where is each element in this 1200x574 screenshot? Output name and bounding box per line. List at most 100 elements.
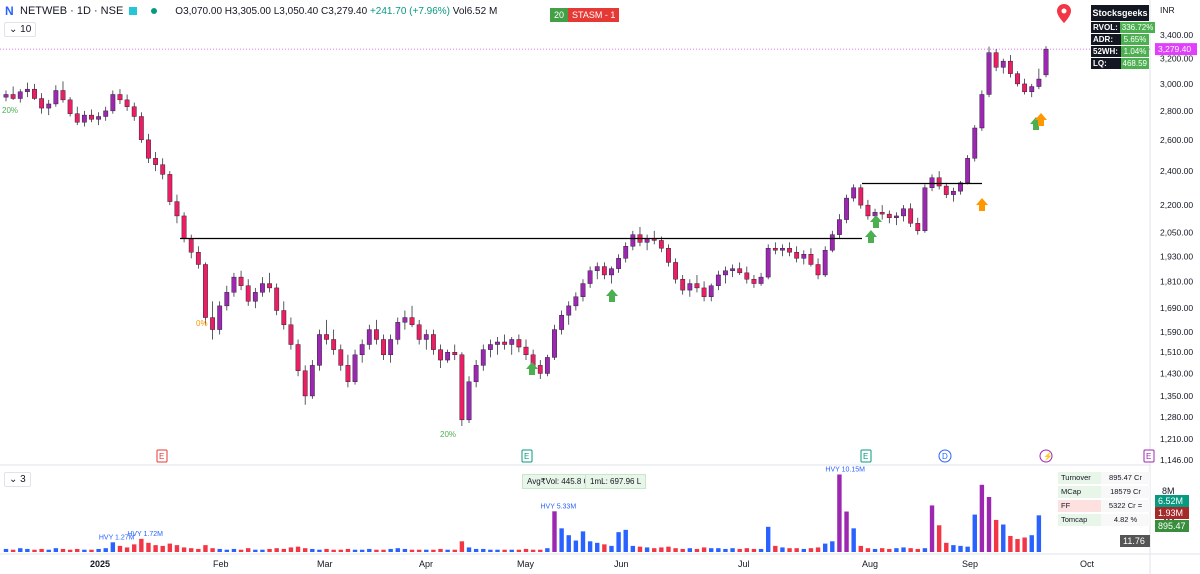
candle-body [388, 339, 394, 356]
indicator-toggle[interactable]: ⌄ 10 [4, 22, 37, 37]
volume-bar [160, 545, 165, 552]
volume-bar [431, 549, 436, 552]
volume-bar [1008, 535, 1013, 552]
volume-bar [196, 548, 201, 552]
volume-bar [139, 538, 144, 552]
price-tick-label: 2,200.00 [1160, 200, 1193, 210]
candle-body [765, 248, 771, 278]
volume-bar [1029, 535, 1034, 552]
location-pin-dot [1061, 8, 1067, 14]
candle-body [829, 234, 835, 251]
low-value: L3,050.40 [273, 5, 319, 17]
volume-bar [673, 548, 678, 552]
candle-body [801, 254, 807, 259]
volume-annotation: HVY 5.33M [540, 503, 576, 510]
event-marker-label: D [942, 452, 948, 461]
candle-body [487, 344, 493, 350]
breakout-arrow-icon [1030, 117, 1042, 130]
candle-body [423, 334, 429, 340]
volume-bar [217, 548, 222, 552]
volume-bar [709, 548, 714, 552]
candle-body [117, 94, 123, 101]
volume-bar [153, 545, 158, 552]
candle-body [416, 324, 422, 340]
candle-body [480, 349, 486, 366]
volume-bar [60, 548, 66, 552]
earnings-marker-icon [156, 449, 168, 463]
breakout-arrow-icon [1035, 113, 1047, 126]
candle-body [167, 174, 173, 202]
time-tick-label: Feb [213, 559, 229, 569]
volume-bar [858, 545, 863, 552]
volume-bar [794, 548, 799, 552]
volume-tag [1155, 507, 1189, 519]
volume-bar [359, 549, 365, 552]
candle-body [274, 287, 280, 311]
candle-body [438, 349, 443, 361]
candle-body [395, 322, 401, 340]
candle-body [708, 285, 714, 297]
breakout-arrow-icon [976, 198, 988, 211]
price-tick-label: 1,590.00 [1160, 327, 1193, 337]
volume-annotation: HVY 10.15M [825, 466, 865, 473]
volume-bar [352, 549, 358, 552]
event-marker-label: E [159, 452, 164, 461]
candle-body [495, 341, 500, 345]
volume-bar [274, 548, 279, 552]
volume-pane-toggle[interactable]: ⌄ 3 [4, 472, 31, 487]
change-value: +241.70 (+7.96%) [369, 5, 451, 17]
symbol-label[interactable]: NETWEB · 1D · NSE [20, 5, 124, 17]
candle-body [901, 208, 906, 217]
candle-body [238, 276, 244, 286]
candle-body [972, 127, 978, 159]
close-value: C3,279.40 [321, 5, 368, 17]
volume-bar [986, 497, 992, 552]
last-price-tag [1155, 43, 1197, 56]
price-tick-label: 1,280.00 [1160, 412, 1193, 422]
volume-bar [516, 549, 522, 552]
badge-period[interactable]: 20 [550, 8, 569, 22]
candle-body [730, 268, 735, 271]
stat-value: 468.59 [1120, 58, 1149, 69]
price-tick-label: 1,930.00 [1160, 251, 1193, 261]
volume-bar [808, 548, 814, 552]
indicator-count: 10 [20, 24, 32, 35]
volume-bar [879, 548, 885, 552]
candle-body [787, 248, 792, 253]
volume-bar [231, 548, 237, 552]
volume-bar [473, 548, 479, 552]
volume-bar [438, 548, 443, 552]
volume-annotation: HVY 1.27M [99, 534, 135, 541]
volume-bar [815, 547, 821, 552]
candle-body [1043, 48, 1049, 76]
candle-body [886, 213, 892, 218]
volume-bar [580, 531, 586, 552]
turnover-value: 895.47 Cr [1101, 472, 1150, 484]
candle-body [1029, 86, 1035, 93]
candle-body [181, 215, 187, 239]
candle-body [658, 240, 664, 249]
volume-bar [872, 548, 878, 552]
price-tick-label: 3,000.00 [1160, 79, 1193, 89]
badge-stasm[interactable]: STASM - 1 [568, 8, 620, 22]
candle-body [851, 187, 857, 199]
tomcap-value: 4.82 % [1101, 514, 1150, 526]
candle-body [288, 324, 294, 345]
volume-bar [424, 549, 429, 552]
breakout-arrow-icon [526, 362, 538, 375]
volume-bar [39, 548, 44, 552]
candle-body [466, 381, 472, 421]
candle-body [231, 276, 237, 293]
volume-bar [979, 484, 985, 552]
volume-tag [1155, 495, 1189, 507]
stat-key: ADR: [1091, 34, 1121, 45]
candle-body [1015, 73, 1020, 85]
volume-bar [922, 548, 928, 552]
volume-tag [1155, 520, 1189, 532]
candle-body [544, 357, 550, 374]
candle-body [566, 305, 572, 316]
breakout-arrow-icon [865, 230, 877, 243]
stat-value: 1.04% [1121, 46, 1149, 57]
candle-body [986, 52, 992, 95]
